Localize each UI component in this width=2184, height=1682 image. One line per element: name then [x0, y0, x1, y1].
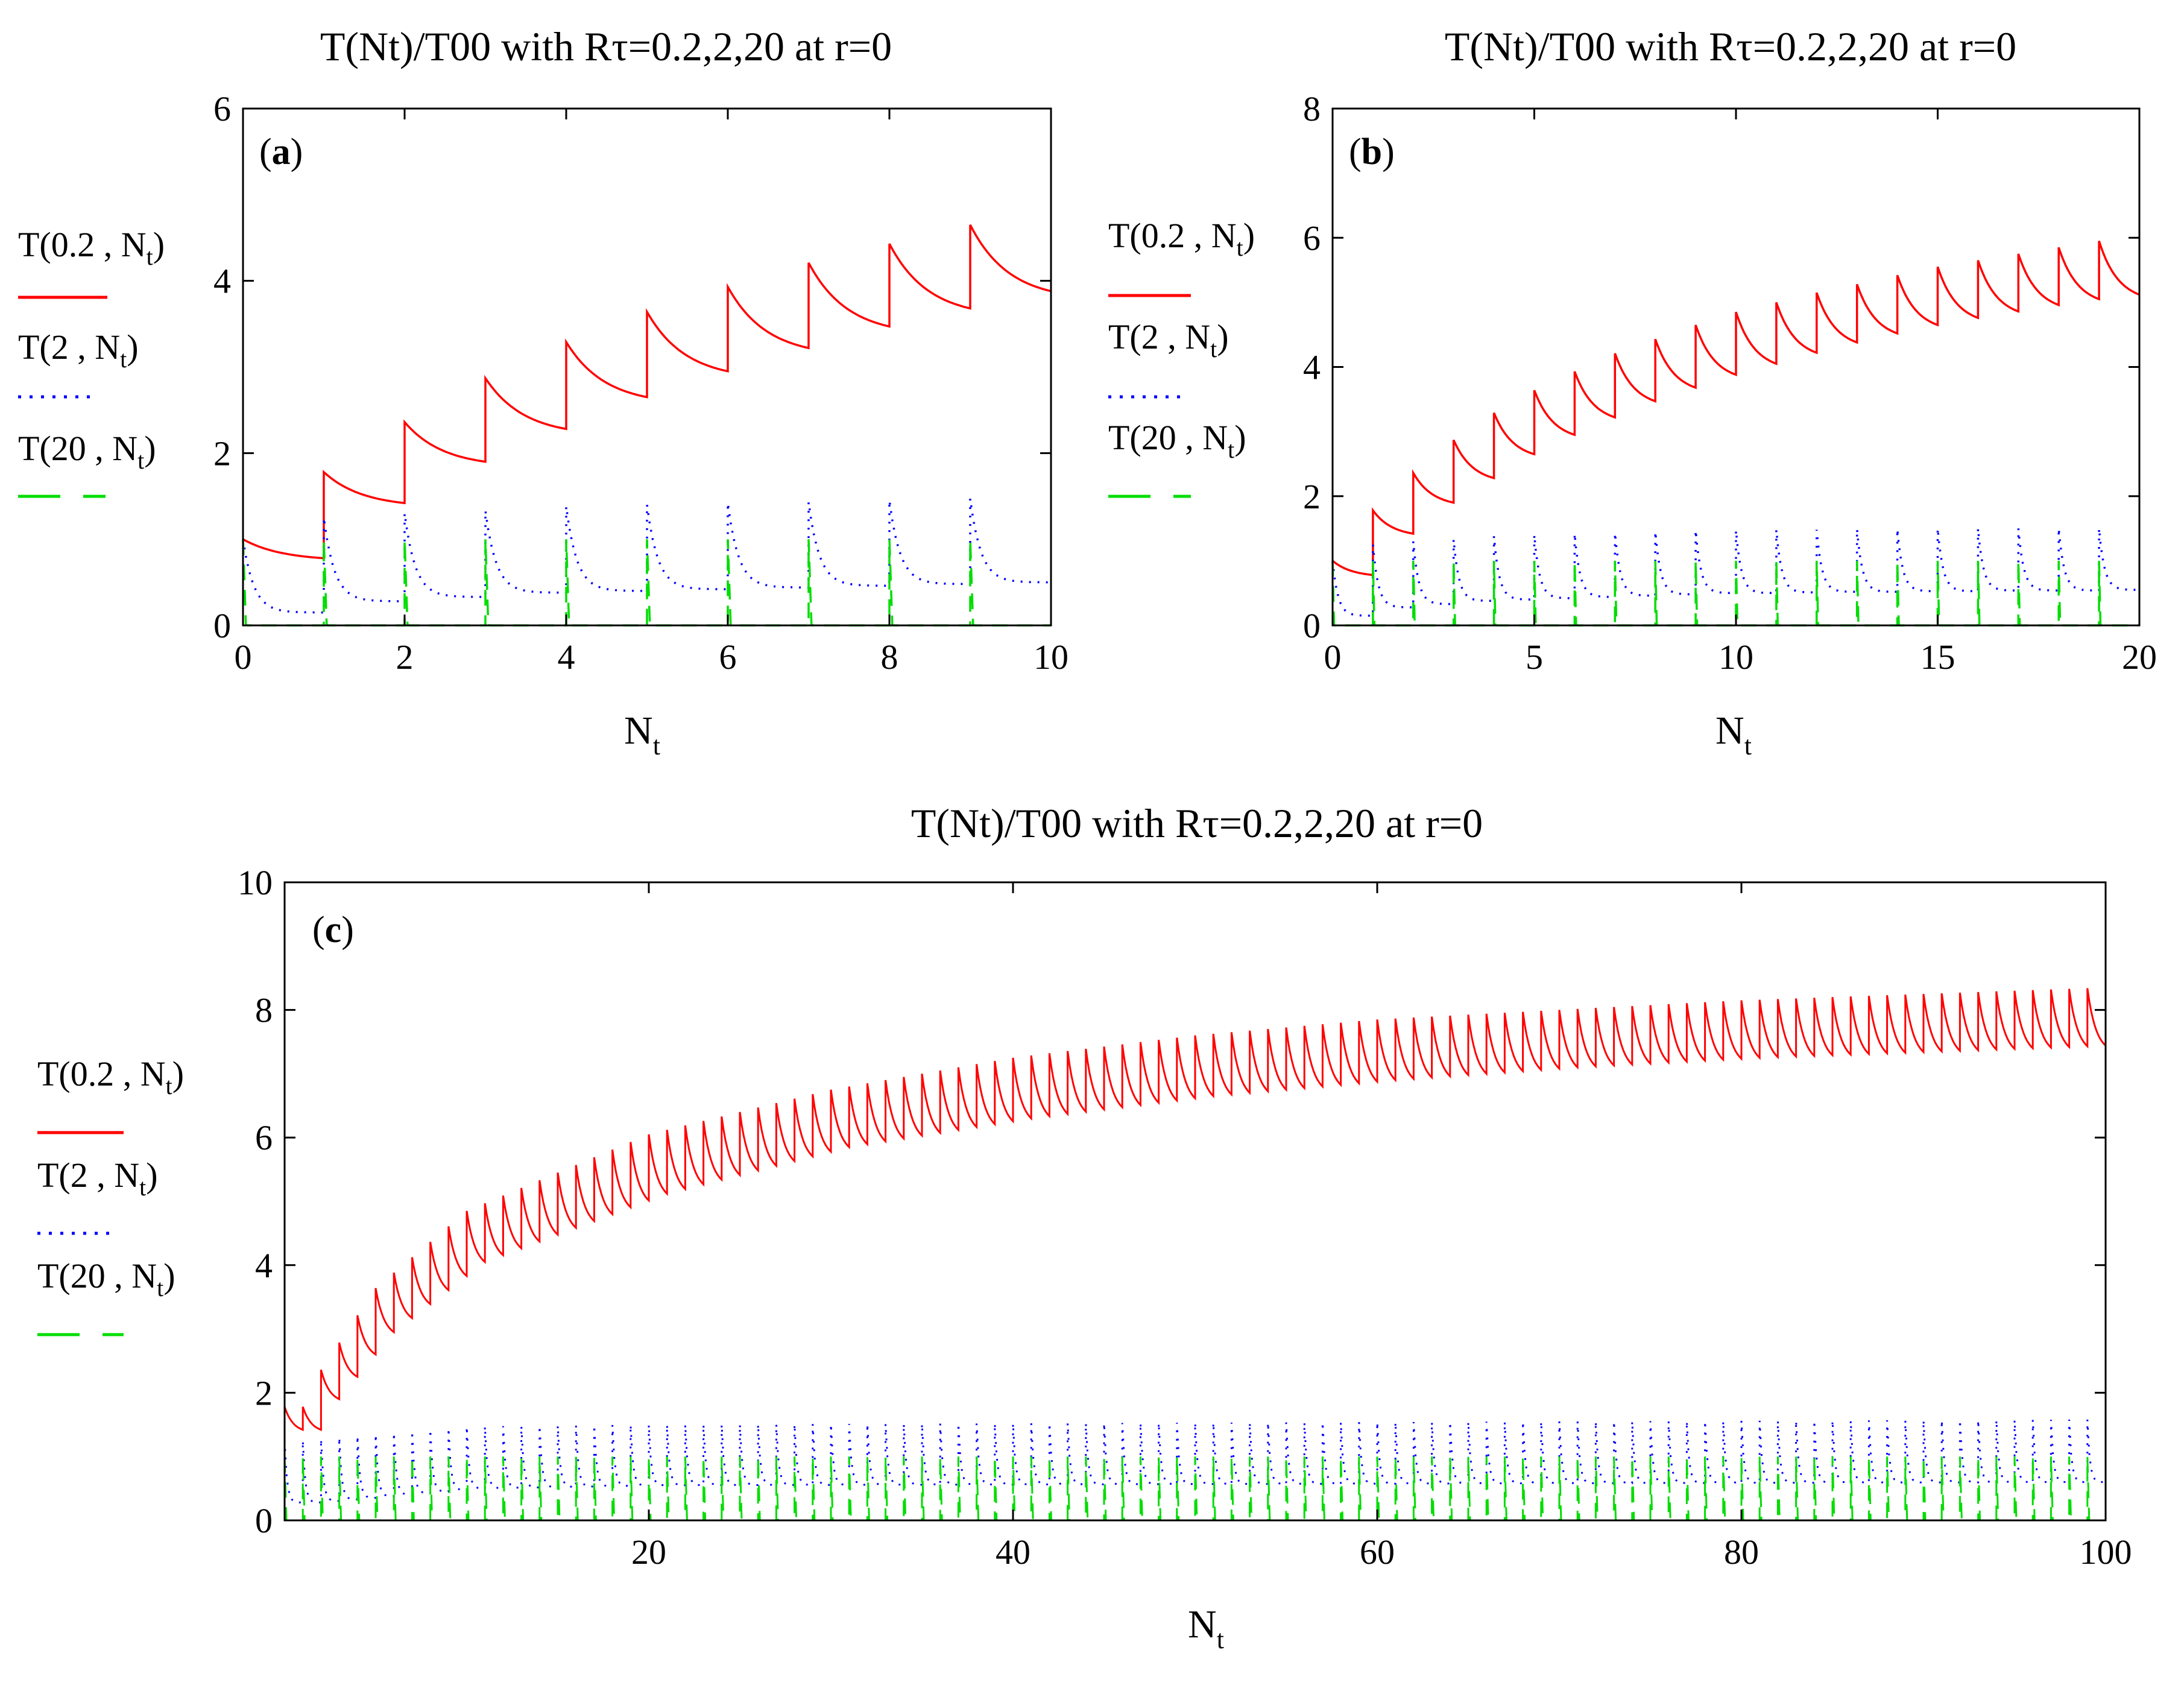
series-line-2	[1331, 560, 2139, 627]
plot-frame-c	[283, 881, 2107, 1522]
chart-panel-c: T(Nt)/T00 with Rτ=0.2,2,20 at r=0 T(0.2 …	[37, 800, 2132, 1654]
chart-title: T(Nt)/T00 with Rτ=0.2,2,20 at r=0	[320, 24, 892, 69]
y-tick-label: 10	[238, 863, 273, 902]
x-tick-label: 100	[2080, 1532, 2132, 1572]
legend-label-2: T(20 , Nt)	[18, 429, 156, 474]
x-tick-label: 60	[1360, 1532, 1395, 1572]
legend: T(0.2 , Nt) T(2 , Nt) T(20 , Nt)	[37, 1054, 184, 1336]
legend-label-2: T(20 , Nt)	[1108, 418, 1246, 463]
legend: T(0.2 , Nt) T(2 , Nt) T(20 , Nt)	[1108, 216, 1255, 498]
x-tick-label: 40	[996, 1532, 1030, 1572]
x-tick-label: 6	[719, 637, 737, 677]
x-tick-label: 5	[1526, 637, 1543, 677]
panel-label-c: (c)	[312, 909, 354, 950]
x-tick-label: 15	[1920, 637, 1955, 677]
plot-area-b	[1331, 241, 2140, 627]
x-axis-ticks-c: 20 40 60 80 100	[631, 882, 2132, 1572]
y-tick-label: 8	[1303, 89, 1321, 128]
y-tick-label: 2	[213, 434, 231, 473]
series-line-2	[283, 1456, 2106, 1522]
y-tick-label: 6	[255, 1118, 273, 1157]
y-axis-ticks-b: 0 2 4 6 8	[1303, 89, 2139, 645]
y-tick-label: 0	[1303, 606, 1321, 645]
series-line-0	[1331, 241, 2140, 577]
panel-label-b: (b)	[1349, 131, 1395, 172]
plot-frame-a	[242, 107, 1052, 627]
x-tick-label: 10	[1034, 637, 1068, 677]
legend-label-1: T(2 , Nt)	[1108, 317, 1229, 362]
x-axis-label: Nt	[1715, 709, 1752, 760]
x-axis-ticks-b: 0 5 10 15 20	[1324, 109, 2157, 677]
series-line-2	[242, 539, 1051, 627]
x-tick-label: 8	[881, 637, 898, 677]
x-axis-label: Nt	[624, 709, 660, 760]
x-tick-label: 20	[631, 1532, 666, 1572]
panel-label-a: (a)	[259, 131, 303, 172]
x-tick-label: 0	[1324, 637, 1342, 677]
series-line-1	[283, 1419, 2106, 1503]
y-tick-label: 4	[213, 262, 231, 301]
chart-title: T(Nt)/T00 with Rτ=0.2,2,20 at r=0	[1445, 24, 2016, 69]
legend-label-0: T(0.2 , Nt)	[1108, 216, 1255, 261]
legend-label-0: T(0.2 , Nt)	[18, 225, 165, 270]
y-tick-label: 0	[255, 1501, 273, 1540]
x-tick-label: 4	[558, 637, 575, 677]
series-line-0	[242, 224, 1052, 560]
y-tick-label: 0	[213, 606, 231, 645]
legend-label-2: T(20 , Nt)	[37, 1256, 175, 1301]
x-tick-label: 80	[1724, 1532, 1759, 1572]
legend-label-1: T(2 , Nt)	[37, 1156, 158, 1201]
y-tick-label: 4	[1303, 348, 1321, 387]
plot-area-c	[283, 988, 2107, 1522]
x-axis-label: Nt	[1188, 1602, 1224, 1654]
x-tick-label: 2	[396, 637, 414, 677]
x-axis-ticks-a: 0 2 4 6 8 10	[235, 109, 1068, 677]
x-tick-label: 10	[1718, 637, 1753, 677]
x-tick-label: 20	[2122, 637, 2157, 677]
y-tick-label: 6	[1303, 218, 1321, 258]
y-tick-label: 8	[255, 991, 273, 1030]
legend-label-1: T(2 , Nt)	[18, 327, 139, 373]
series-line-1	[1331, 528, 2139, 617]
y-tick-label: 4	[255, 1246, 273, 1285]
y-tick-label: 2	[255, 1373, 273, 1412]
y-axis-ticks-c: 0 2 4 6 8 10	[238, 863, 2106, 1540]
y-tick-label: 2	[1303, 477, 1321, 516]
chart-panel-b: T(Nt)/T00 with Rτ=0.2,2,20 at r=0 T(0.2 …	[1108, 24, 2157, 760]
y-tick-label: 6	[213, 89, 231, 128]
y-axis-ticks-a: 0 2 4 6	[213, 89, 1051, 645]
series-line-0	[283, 988, 2107, 1432]
chart-title: T(Nt)/T00 with Rτ=0.2,2,20 at r=0	[911, 800, 1483, 846]
legend-label-0: T(0.2 , Nt)	[37, 1054, 184, 1099]
legend: T(0.2 , Nt) T(2 , Nt) T(20 , Nt)	[18, 225, 165, 498]
chart-panel-a: T(Nt)/T00 with Rτ=0.2,2,20 at r=0 T(0.2 …	[18, 24, 1068, 760]
x-tick-label: 0	[235, 637, 252, 677]
plot-area-a	[242, 224, 1052, 627]
